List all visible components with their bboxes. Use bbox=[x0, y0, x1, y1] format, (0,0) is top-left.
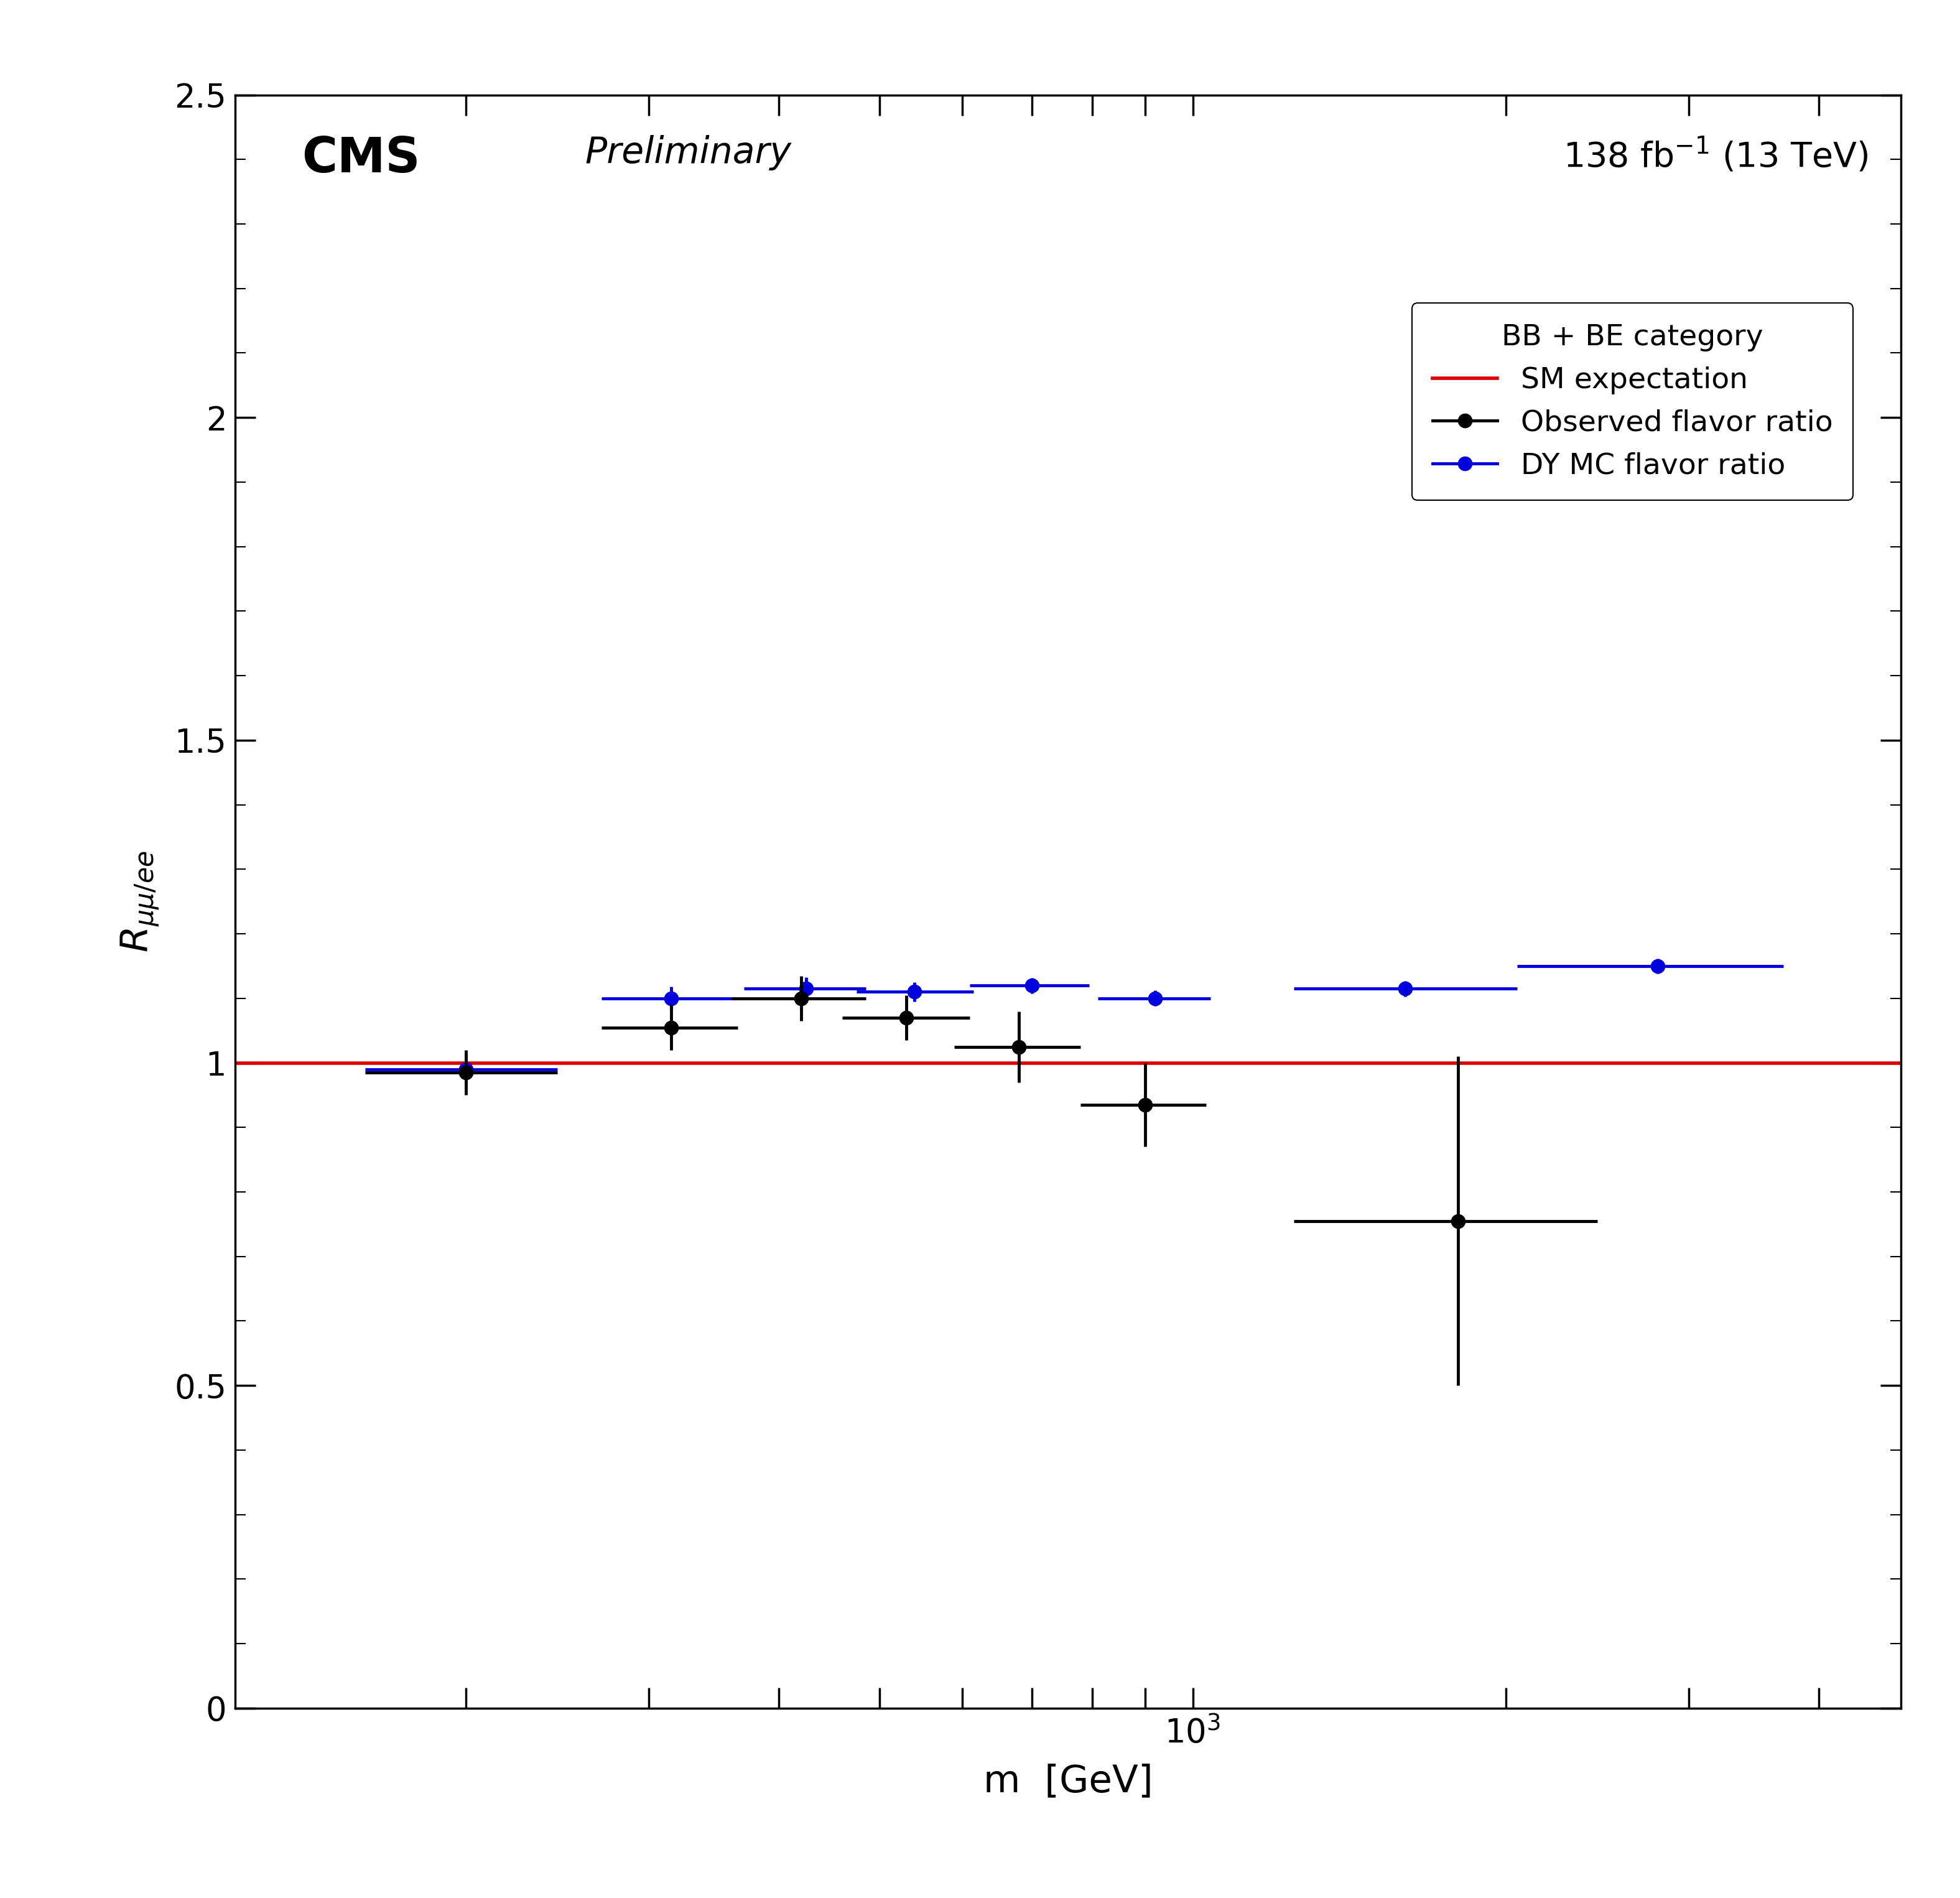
Y-axis label: $R_{\mu\mu/ee}$: $R_{\mu\mu/ee}$ bbox=[120, 850, 161, 953]
Text: CMS: CMS bbox=[302, 135, 419, 182]
X-axis label: m  [GeV]: m [GeV] bbox=[984, 1763, 1152, 1799]
Text: 138 fb$^{-1}$ (13 TeV): 138 fb$^{-1}$ (13 TeV) bbox=[1562, 135, 1868, 175]
Text: Preliminary: Preliminary bbox=[584, 135, 792, 171]
Legend: SM expectation, Observed flavor ratio, DY MC flavor ratio: SM expectation, Observed flavor ratio, D… bbox=[1411, 304, 1854, 501]
